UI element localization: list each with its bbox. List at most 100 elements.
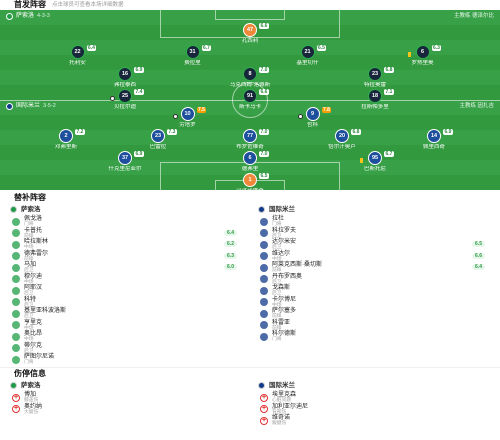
player-jersey-number: 8 bbox=[243, 67, 257, 81]
substitute-row[interactable]: 拉杜 门将 bbox=[258, 216, 493, 228]
player-jersey-number: 91 bbox=[243, 89, 257, 103]
substitute-position: 前锋 bbox=[24, 233, 34, 239]
home-team-tag[interactable]: 萨索洛 4-3-3 bbox=[6, 12, 50, 20]
player-marker[interactable]: 21 基里切什 6.5 bbox=[278, 45, 338, 69]
substitute-position: 门将 bbox=[272, 337, 282, 342]
home-subs-header[interactable]: 萨索洛 bbox=[10, 205, 41, 214]
player-marker[interactable]: 31 费拉里 6.7 bbox=[163, 45, 223, 69]
player-marker[interactable]: 9 哲科 7.8 bbox=[283, 107, 343, 131]
lineup-subtitle: 点击球员可查看本场详细数据 bbox=[52, 2, 124, 8]
player-name: 恰尔汗奥卢 bbox=[328, 144, 356, 150]
team-logo-icon bbox=[258, 382, 265, 389]
substitute-row[interactable]: 阿莱克西斯·桑切斯 前锋 6.4 bbox=[258, 262, 493, 274]
player-name: 巴斯托尼 bbox=[363, 166, 386, 172]
player-jersey-number: 16 bbox=[118, 67, 132, 81]
player-marker[interactable]: 6 罗热里奥 6.3 bbox=[393, 45, 453, 69]
injury-cross-icon: + bbox=[12, 393, 20, 402]
player-marker[interactable]: 22 托利安 6.4 bbox=[48, 45, 108, 69]
player-name: 罗热里奥 bbox=[411, 60, 434, 66]
away-subs-header[interactable]: 国际米兰 bbox=[258, 205, 295, 214]
away-injuries-header[interactable]: 国际米兰 bbox=[258, 381, 295, 390]
team-logo-icon bbox=[258, 206, 265, 213]
substitute-name: 佩戈洛 bbox=[24, 216, 43, 222]
player-rating-badge: 6.5 bbox=[259, 173, 269, 179]
substitute-row[interactable]: 达尔米安 后卫 6.5 bbox=[258, 239, 493, 251]
substitute-row[interactable]: 科雷亚 前锋 bbox=[258, 320, 493, 332]
substitute-position: 前锋 bbox=[24, 256, 34, 262]
substitute-row[interactable]: 穆尔迪 中场 bbox=[10, 274, 245, 286]
substitute-row[interactable]: 蒂尔克 后卫 bbox=[10, 343, 245, 355]
player-marker[interactable]: 20 恰尔汗奥卢 6.8 bbox=[312, 129, 372, 153]
substitute-row[interactable]: 科尔德斯 门将 bbox=[258, 331, 493, 343]
player-avatar bbox=[260, 298, 268, 306]
injury-cross-icon: + bbox=[260, 405, 268, 413]
substitute-row[interactable]: 奥比昂 中场 bbox=[10, 331, 245, 343]
player-rating-badge: 6.8 bbox=[351, 129, 361, 135]
substitute-position: 后卫 bbox=[272, 245, 282, 250]
player-marker[interactable]: 16 弗拉泰西 6.9 bbox=[95, 67, 155, 91]
injured-player-name: 加利亚尔迪尼 bbox=[272, 403, 309, 410]
substitute-row[interactable]: 戈森斯 后卫 bbox=[258, 285, 493, 297]
player-marker[interactable]: 23 巴雷拉 7.3 bbox=[128, 129, 188, 153]
injury-reason: 跟腱伤 bbox=[272, 421, 287, 426]
player-marker[interactable]: 6 德弗里 7.0 bbox=[220, 151, 280, 175]
home-subs-team-name: 萨索洛 bbox=[21, 206, 41, 213]
substitute-row[interactable]: 亨里克 中场 bbox=[10, 320, 245, 332]
injury-row[interactable]: + 埃里克森 心脏问题 bbox=[258, 392, 493, 404]
injury-row[interactable]: + 奥约纳 大腿伤 bbox=[10, 404, 245, 416]
substitute-row[interactable]: 萨图尔尼诺 门将 bbox=[10, 354, 245, 366]
away-team-tag[interactable]: 国际米兰 3-5-2 bbox=[6, 102, 56, 110]
lineup-header: 首发阵容 点击球员可查看本场详细数据 bbox=[0, 0, 500, 10]
player-marker[interactable]: 1汉达诺维奇 6.5 bbox=[220, 173, 280, 190]
player-marker[interactable]: 14 佩里西奇 6.9 bbox=[404, 129, 464, 153]
player-name: 劳塔罗 bbox=[179, 122, 196, 128]
substitute-row[interactable]: 维达尔 中场 6.6 bbox=[258, 251, 493, 263]
player-rating-badge: 6.4 bbox=[86, 45, 97, 51]
substitute-row[interactable]: 阿耶汉 后卫 bbox=[10, 285, 245, 297]
player-rating-badge: 7.0 bbox=[259, 67, 269, 73]
substitute-row[interactable]: 卡尔博尼 中场 bbox=[258, 297, 493, 309]
injury-row[interactable]: + 维奇诺 跟腱伤 bbox=[258, 415, 493, 427]
player-marker[interactable]: 2 邓弗里斯 7.2 bbox=[36, 129, 96, 153]
substitute-row[interactable]: 佩戈洛 门将 bbox=[10, 216, 245, 228]
substitute-row[interactable]: 基里亚科波洛斯 后卫 bbox=[10, 308, 245, 320]
player-rating-badge: 7.3 bbox=[167, 129, 177, 135]
player-name: 德弗里 bbox=[241, 166, 259, 172]
player-marker[interactable]: 47 孔西利 6.6 bbox=[220, 23, 280, 47]
player-marker[interactable]: 10 劳塔罗 7.5 bbox=[158, 107, 218, 131]
player-name: 汉达诺维奇 bbox=[220, 188, 280, 190]
player-marker[interactable]: 25 贝拉尔迪 7.4 bbox=[95, 89, 155, 113]
player-jersey-number: 37 bbox=[118, 151, 132, 165]
player-marker[interactable]: 77 布罗佐维奇 7.0 bbox=[220, 129, 280, 153]
substitute-row[interactable]: 科特 后卫 bbox=[10, 297, 245, 309]
player-jersey-number: 95 bbox=[368, 151, 382, 165]
substitute-name: 科尔德斯 bbox=[272, 331, 297, 337]
substitute-position: 后卫 bbox=[24, 268, 34, 273]
player-marker[interactable]: 18 拉斯帕多里 7.1 bbox=[345, 89, 405, 113]
player-rating-badge: 7.0 bbox=[259, 151, 269, 157]
substitute-row[interactable]: 萨尔塞多 前锋 bbox=[258, 308, 493, 320]
substitute-row[interactable]: 卡普托 前锋 6.4 bbox=[10, 228, 245, 240]
substitute-row[interactable]: 马加 后卫 6.0 bbox=[10, 262, 245, 274]
player-rating-badge: 6.6 bbox=[259, 23, 269, 29]
home-injuries-header[interactable]: 萨索洛 bbox=[10, 381, 41, 390]
player-marker[interactable]: 91 斯卡马卡 6.6 bbox=[220, 89, 280, 113]
player-marker[interactable]: 8 马克西姆·洛佩斯 7.0 bbox=[220, 67, 280, 91]
injury-row[interactable]: + 博加 膝盖伤 bbox=[10, 392, 245, 404]
player-rating-badge: 6.8 bbox=[384, 67, 394, 73]
substitute-name: 萨图尔尼诺 bbox=[24, 354, 55, 360]
injured-player-name: 奥约纳 bbox=[24, 403, 43, 410]
player-marker[interactable]: 23 特拉奥雷 6.8 bbox=[345, 67, 405, 91]
injury-row[interactable]: + 加利亚尔迪尼 背部伤 bbox=[258, 404, 493, 416]
substitute-row[interactable]: 德弗雷尔 前锋 6.3 bbox=[10, 251, 245, 263]
substitute-row[interactable]: 丹布罗西奥 后卫 bbox=[258, 274, 493, 286]
substitute-row[interactable]: 哈拉斯林 中场 6.2 bbox=[10, 239, 245, 251]
substitute-row[interactable]: 科拉罗夫 后卫 bbox=[258, 228, 493, 240]
substitute-position: 后卫 bbox=[272, 279, 282, 285]
player-marker[interactable]: 37 什克里尼亚尔 6.9 bbox=[95, 151, 155, 175]
subs-title: 替补阵容 bbox=[14, 193, 46, 202]
home-injuries-team-name: 萨索洛 bbox=[21, 382, 41, 389]
player-name: 哲科 bbox=[306, 122, 318, 128]
player-marker[interactable]: 95 巴斯托尼 6.7 bbox=[345, 151, 405, 175]
player-name: 弗拉泰西 bbox=[113, 82, 136, 88]
